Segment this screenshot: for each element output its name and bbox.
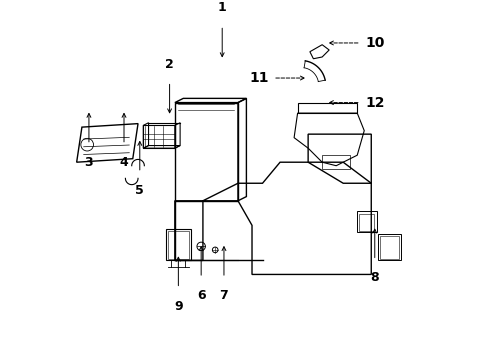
Bar	[359, 214, 374, 231]
Text: 4: 4	[120, 156, 128, 169]
Text: 9: 9	[174, 300, 183, 312]
Text: 8: 8	[370, 271, 379, 284]
Text: 1: 1	[218, 1, 226, 14]
Bar	[168, 231, 189, 258]
Text: 11: 11	[249, 71, 269, 85]
Text: 6: 6	[197, 289, 205, 302]
Text: 7: 7	[220, 289, 228, 302]
Bar	[166, 229, 191, 260]
Text: 3: 3	[85, 156, 93, 169]
Text: 5: 5	[135, 184, 144, 197]
Bar	[322, 155, 350, 169]
Text: 10: 10	[365, 36, 385, 50]
Text: 2: 2	[165, 58, 174, 71]
Text: 12: 12	[365, 96, 385, 109]
Bar	[378, 234, 401, 260]
Bar	[357, 211, 376, 232]
Bar	[380, 236, 399, 258]
